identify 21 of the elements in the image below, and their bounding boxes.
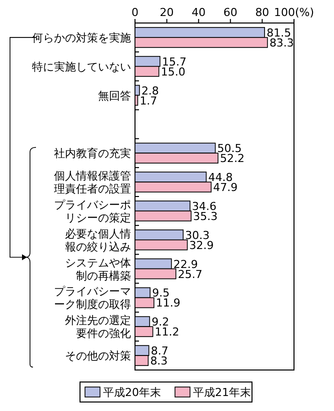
legend-label: 平成20年末	[103, 386, 161, 399]
y-tick-label: プライバシーポリシーの策定	[54, 198, 131, 224]
y-tick-label: 外注先の選定要件の強化	[65, 314, 131, 340]
y-tick-label: プライバシーマーク制度の取得	[54, 285, 131, 312]
x-tick-label: 0	[132, 6, 138, 19]
y-tick-label: その他の対策	[65, 350, 131, 363]
y-tick-label: 特に実施していない	[32, 60, 131, 74]
y-tick-label: 無回答	[98, 89, 131, 102]
y-tick-label: システムや体制の再構築	[65, 256, 131, 282]
x-tick-label: 40	[192, 6, 206, 19]
x-tick-label: 60	[223, 6, 238, 19]
data-label: 52.2	[220, 152, 244, 166]
legend-label: 平成21年末	[193, 386, 251, 399]
x-tick-label: 80	[255, 6, 270, 19]
y-tick-label: 社内教育の充実	[54, 147, 131, 160]
y-tick-label: 必要な個人情報の絞り込み	[65, 227, 131, 254]
x-tick-label: 20	[160, 6, 174, 19]
y-tick-label: 何らかの対策を実施	[32, 31, 131, 44]
y-tick-label: 個人情報保護管理責任者の設置	[54, 170, 131, 196]
data-label: 8.3	[150, 354, 168, 368]
x-tick-label: 100(%)	[274, 6, 314, 19]
